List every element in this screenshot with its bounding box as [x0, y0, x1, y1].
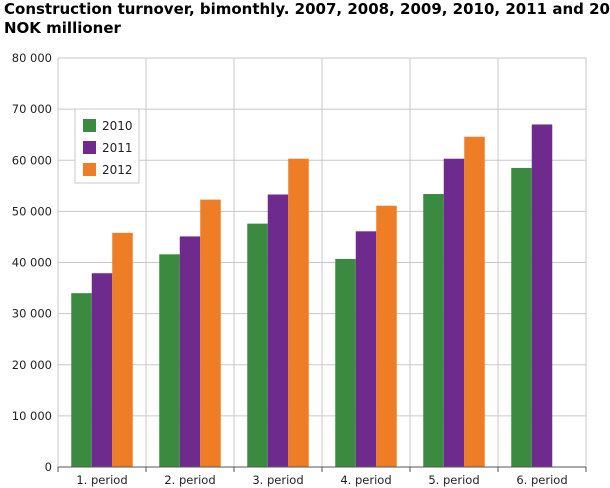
bar-2011-5 — [443, 158, 465, 467]
bar-2012-1 — [112, 232, 133, 467]
bar-2010-4 — [335, 258, 356, 467]
x-tick-label: 3. period — [252, 473, 303, 487]
chart-title-line-1: Construction turnover, bimonthly. 2007, … — [4, 0, 610, 18]
x-tick-label: 4. period — [340, 473, 391, 487]
bar-2010-2 — [159, 254, 180, 467]
bar-2011-1 — [91, 273, 113, 467]
x-tick-label: 5. period — [428, 473, 479, 487]
bar-2010-3 — [247, 223, 268, 467]
x-tick-label: 6. period — [516, 473, 567, 487]
bar-2012-3 — [288, 158, 309, 467]
bar-2012-4 — [376, 205, 397, 467]
y-tick-label: 30 000 — [12, 307, 52, 321]
bar-2011-6 — [531, 124, 553, 468]
bar-2010-1 — [71, 293, 92, 467]
legend-swatch-2011 — [83, 141, 96, 154]
chart-title-line-2: NOK millioner — [4, 19, 121, 37]
y-tick-label: 10 000 — [12, 409, 52, 423]
bar-2011-3 — [267, 194, 289, 467]
chart-title: Construction turnover, bimonthly. 2007, … — [4, 0, 610, 38]
bar-2011-4 — [355, 231, 377, 467]
x-tick-label: 1. period — [76, 473, 127, 487]
y-tick-label: 20 000 — [12, 358, 52, 372]
bar-2010-5 — [423, 193, 444, 467]
y-tick-label: 70 000 — [12, 102, 52, 116]
legend-swatch-2010 — [83, 119, 96, 132]
y-tick-label: 50 000 — [12, 204, 52, 218]
y-tick-label: 80 000 — [12, 51, 52, 65]
bar-2010-6 — [511, 167, 532, 467]
legend-label-2011: 2011 — [102, 141, 133, 155]
bar-2012-5 — [464, 136, 485, 468]
bar-2012-2 — [200, 199, 221, 467]
y-tick-label: 0 — [45, 460, 52, 474]
y-tick-label: 60 000 — [12, 153, 52, 167]
legend-swatch-2012 — [83, 163, 96, 176]
legend-label-2012: 2012 — [102, 163, 133, 177]
bar-2011-2 — [179, 236, 201, 467]
x-tick-label: 2. period — [164, 473, 215, 487]
legend-label-2010: 2010 — [102, 119, 133, 133]
y-tick-label: 40 000 — [12, 256, 52, 270]
